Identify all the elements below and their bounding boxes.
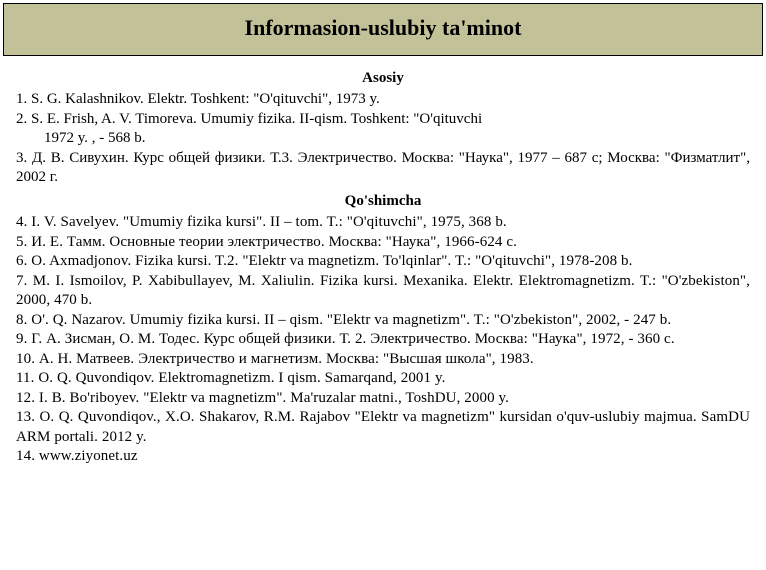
reference-item: 10. А. Н. Матвеев. Электричество и магне… — [16, 350, 750, 370]
page-title-banner: Informasion-uslubiy ta'minot — [3, 3, 763, 56]
qoshimcha-list: 4. I. V. Savelyev. "Umumiy fizika kursi"… — [16, 213, 750, 467]
reference-item: 1. S. G. Kalashnikov. Elektr. Toshkent: … — [16, 90, 750, 110]
reference-item: 2. S. E. Frish, A. V. Timoreva. Umumiy f… — [16, 110, 750, 130]
bibliography-content: Asosiy 1. S. G. Kalashnikov. Elektr. Tos… — [0, 59, 766, 477]
reference-item: 3. Д. В. Сивухин. Курс общей физики. Т.3… — [16, 149, 750, 188]
reference-item: 14. www.ziyonet.uz — [16, 447, 750, 467]
reference-item: 7. M. I. Ismoilov, P. Xabibullayev, M. X… — [16, 272, 750, 311]
reference-item-continuation: 1972 y. , - 568 b. — [16, 129, 750, 149]
reference-item: 11. O. Q. Quvondiqov. Elektromagnetizm. … — [16, 369, 750, 389]
reference-item: 6. O. Axmadjonov. Fizika kursi. T.2. "El… — [16, 252, 750, 272]
section-heading-asosiy: Asosiy — [16, 69, 750, 89]
section-heading-qoshimcha: Qo'shimcha — [16, 192, 750, 212]
reference-item: 4. I. V. Savelyev. "Umumiy fizika kursi"… — [16, 213, 750, 233]
reference-item: 5. И. Е. Тамм. Основные теории электриче… — [16, 233, 750, 253]
reference-item: 8. O'. Q. Nazarov. Umumiy fizika kursi. … — [16, 311, 750, 331]
reference-item: 9. Г. А. Зисман, О. М. Тодес. Курс общей… — [16, 330, 750, 350]
reference-item: 12. I. B. Bo'riboyev. "Elektr va magneti… — [16, 389, 750, 409]
page-title: Informasion-uslubiy ta'minot — [245, 15, 522, 40]
reference-item: 13. O. Q. Quvondiqov., X.O. Shakarov, R.… — [16, 408, 750, 447]
